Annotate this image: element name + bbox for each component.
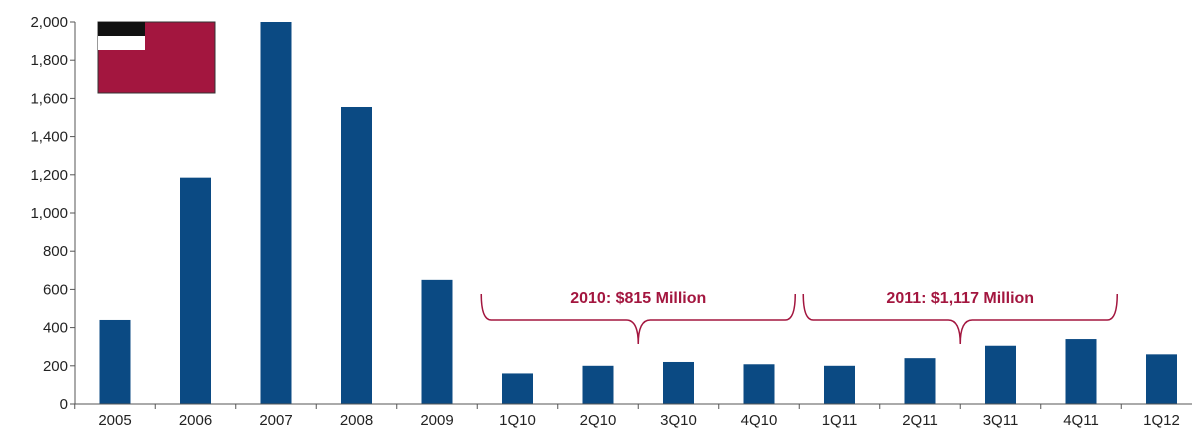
bar-2006 <box>180 177 211 404</box>
x-tick-label: 4Q10 <box>741 412 778 429</box>
x-tick-label: 2007 <box>259 412 292 429</box>
x-tick-label: 3Q11 <box>983 412 1019 429</box>
x-tick-label: 4Q11 <box>1063 412 1099 429</box>
bar-1q11 <box>824 365 855 404</box>
bars <box>99 22 1177 405</box>
bar-2q10 <box>582 365 614 404</box>
y-tick-label: 1,600 <box>30 90 68 107</box>
annotation-label-1: 2010: $815 Million <box>570 290 706 307</box>
brace-2 <box>802 293 1118 345</box>
y-tick-label: 400 <box>43 320 68 337</box>
bar-2q11 <box>904 358 936 404</box>
y-tick-label: 800 <box>43 243 68 260</box>
x-tick-label: 3Q10 <box>660 412 697 429</box>
bar-2007 <box>260 22 292 404</box>
bar-2009 <box>421 279 453 404</box>
y-tick-label: 600 <box>43 281 68 298</box>
x-tick-label: 1Q12 <box>1143 412 1180 429</box>
x-tick-label: 2009 <box>420 412 453 429</box>
x-tick-label: 2Q10 <box>580 412 617 429</box>
y-axis: 0 200 400 600 800 1,000 1,200 1,400 1,600 1,800 2,… <box>30 14 76 413</box>
bar-3q10 <box>663 361 694 404</box>
y-tick-label: 1,000 <box>30 205 68 222</box>
annotation-label-2: 2011: $1,117 Million <box>886 290 1034 307</box>
annotations: 2010: $815 Million 2011: $1,117 Million <box>480 290 1118 345</box>
y-tick-label: 1,400 <box>30 129 68 146</box>
y-tick-label: 0 <box>60 396 68 413</box>
bar-3q11 <box>985 345 1016 404</box>
x-tick-label: 1Q10 <box>499 412 536 429</box>
bar-4q10 <box>743 364 775 404</box>
y-tick-label: 2,000 <box>30 14 68 31</box>
x-tick-label: 1Q11 <box>822 412 858 429</box>
bar-2005 <box>99 319 131 404</box>
y-tick-label: 200 <box>43 358 68 375</box>
y-tick-label: 1,200 <box>30 167 68 184</box>
flag-icon <box>97 21 216 94</box>
y-tick-label: 1,800 <box>30 52 68 69</box>
bar-4q11 <box>1065 339 1097 404</box>
x-tick-label: 2005 <box>98 412 131 429</box>
brace-1 <box>480 293 796 345</box>
bar-1q12 <box>1146 354 1177 404</box>
x-tick-label: 2008 <box>340 412 373 429</box>
x-axis: 2005 2006 2007 2008 2009 1Q10 2Q10 3Q10 4Q10 1Q11… <box>74 403 1192 429</box>
bar-2008 <box>341 106 372 405</box>
x-tick-label: 2006 <box>179 412 212 429</box>
x-tick-label: 2Q11 <box>902 412 938 429</box>
bar-1q10 <box>502 373 533 404</box>
